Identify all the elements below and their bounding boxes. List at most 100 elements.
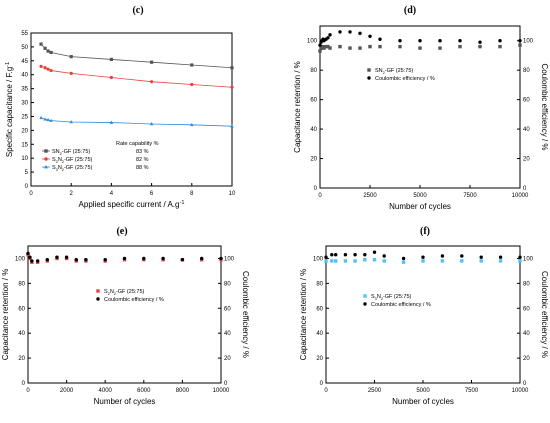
x-tick-label: 7500 [463,193,477,199]
data-point [518,259,522,263]
panel-label: (d) [404,5,416,16]
data-point [74,258,78,262]
data-point [368,34,372,39]
legend-marker [96,297,100,301]
y-tick-label: 0 [25,184,29,190]
series-0 [324,258,522,264]
data-point [348,30,352,34]
data-point [84,258,88,262]
data-point [43,66,47,70]
data-point [190,63,194,67]
y-right-tick-label: 0 [224,381,228,387]
data-point [334,253,338,257]
data-point [368,44,372,49]
data-point [438,39,442,43]
y-tick-label: 80 [310,68,317,74]
data-point [479,255,483,259]
data-point [324,44,328,49]
data-point [498,259,503,263]
x-tick-label: 5000 [416,388,430,394]
plot-frame [27,245,222,384]
y-tick-label: 100 [313,256,324,262]
x-tick-label: 0 [318,193,322,199]
data-point [69,120,73,124]
legend: S3N2-GF (25:75)Coulombic efficiency / % [363,294,431,308]
data-point [55,255,59,259]
y-axis-title: Capacitance retention / % [1,269,10,361]
y-tick-label: 40 [310,127,317,133]
y-tick-label: 40 [316,331,323,337]
y-tick-label: 40 [18,331,25,337]
data-point [363,258,367,262]
y-tick-label: 100 [15,256,26,262]
data-point [46,117,50,122]
x-tick-label: 4 [110,191,114,197]
y-tick-label: 100 [307,39,318,45]
panel-d: (d)0 2500 5000 7500 100000204060801000204060… [293,5,549,211]
y-right-tick-label: 60 [523,98,530,104]
y-right-tick-label: 100 [523,256,534,262]
plot-frame [319,25,521,189]
y-tick-label: 20 [21,128,28,134]
data-point [460,254,464,258]
y-right-tick-label: 80 [523,281,530,287]
data-point [39,64,43,68]
y-tick-label: 5 [25,170,29,176]
legend-label: Coulombic efficiency / % [375,76,435,82]
x-tick-label: 6 [150,191,154,197]
data-point [326,36,330,40]
data-point [338,30,342,34]
data-point [338,44,342,49]
x-tick-label: 5000 [413,193,427,199]
data-point [330,259,334,263]
legend-marker [367,76,371,80]
data-point [150,80,154,84]
series-1 [318,30,522,47]
data-point [49,118,53,122]
data-point [26,251,30,256]
data-point [518,43,522,47]
y-right-tick-label: 80 [523,68,530,74]
plot-frame [325,245,521,384]
y-tick-label: 25 [21,114,28,120]
data-point [460,259,464,263]
legend-label: SN2-GF (25:75) [375,68,413,75]
series-line [40,117,233,127]
data-point [324,259,328,263]
x-tick-label: 10000 [213,388,230,394]
x-axis-title: Number of cycles [94,397,156,406]
data-point [64,255,69,259]
data-point [330,253,334,257]
legend-label: Coulombic efficiency / % [104,297,164,303]
y-right-tick-label: 40 [523,127,530,133]
series-2 [39,115,234,128]
x-tick-label: 10000 [512,388,529,394]
data-point [378,37,382,41]
data-point [421,259,425,263]
data-point [318,43,322,47]
data-point [190,122,194,127]
data-point [43,117,47,121]
y-tick-label: 10 [21,156,28,162]
data-point [328,46,332,50]
data-point [348,46,352,50]
series-1 [39,64,234,89]
y-tick-label: 80 [316,281,323,287]
panel-c: (c) 0 2 4 6 8 10 0 5 10 15 20 25 30 35 40 45 50 55 Applied … [5,5,236,209]
legend-label: S2N2-GF (25:75) [52,157,93,164]
data-point [353,253,357,257]
x-tick-label: 0 [29,191,33,197]
data-point [190,82,194,87]
legend: Rate capability % SN2-GF (25:75) 83 % S2N2-… [42,141,159,172]
data-point [498,255,503,259]
y-tick-label: 60 [18,306,25,312]
data-point [30,259,34,263]
data-point [498,44,502,49]
legend-marker [96,289,100,293]
data-point [49,50,53,55]
panel-e: (e)0 2000 4000 6000 8000 10000020406080100020… [1,226,250,406]
y-right-axis-title: Coulombic efficiency / % [540,271,549,358]
data-point [382,254,386,258]
y-tick-label: 0 [314,186,318,192]
data-point [230,66,234,70]
